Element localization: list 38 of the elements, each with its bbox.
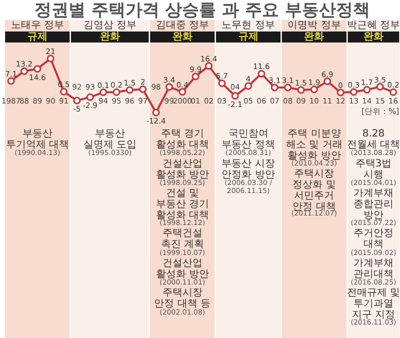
point <box>390 88 397 96</box>
point <box>46 54 54 62</box>
point <box>100 88 108 96</box>
point <box>284 84 292 92</box>
band-label: 김대중 정부 완화 <box>156 20 209 42</box>
point <box>152 108 160 116</box>
point <box>126 86 134 94</box>
point <box>231 92 239 100</box>
point <box>60 88 68 96</box>
point <box>73 96 81 104</box>
point <box>192 72 200 80</box>
band-label: 이명박 정부 완화 <box>288 20 341 42</box>
chart-title: 정권별 주택가격 상승률 과 주요 부동산정책 <box>34 0 370 20</box>
point <box>297 86 305 94</box>
point <box>336 88 344 96</box>
point <box>20 67 28 75</box>
band-label: 박근혜 정부 완화 <box>346 20 400 42</box>
point <box>218 79 226 87</box>
annotation: [단위 : %] <box>362 106 400 116</box>
band-label: 김영삼 정부 완화 <box>83 20 136 42</box>
point <box>324 78 332 86</box>
point <box>7 77 15 85</box>
point <box>112 88 120 96</box>
point <box>270 84 278 92</box>
point <box>165 83 173 91</box>
point <box>139 85 147 93</box>
point <box>310 86 318 94</box>
point <box>34 65 42 73</box>
band-label: 노태우 정부 규제 <box>10 20 64 42</box>
point <box>376 83 384 91</box>
point <box>244 82 252 90</box>
point <box>363 86 371 94</box>
point <box>204 62 212 70</box>
point <box>178 88 186 96</box>
band-label: 노무현 정부 규제 <box>222 20 275 42</box>
point <box>350 88 358 96</box>
point <box>258 70 266 78</box>
point <box>86 93 94 101</box>
